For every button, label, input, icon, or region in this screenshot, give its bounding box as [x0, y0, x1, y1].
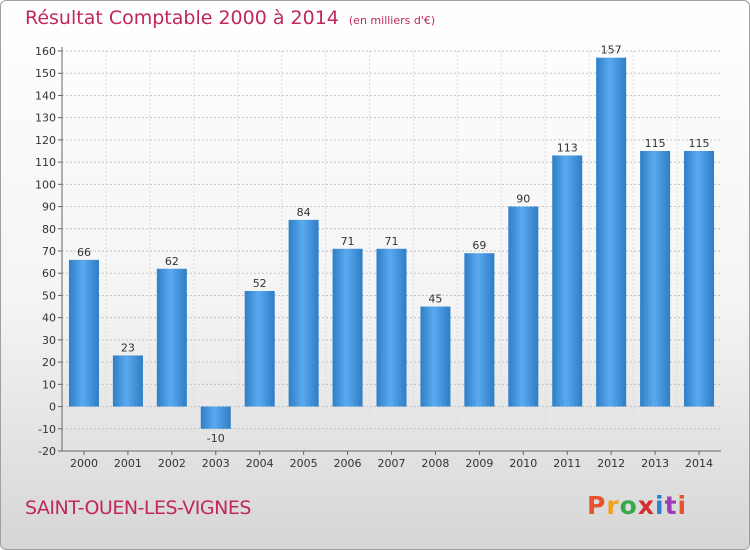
y-tick-label: 40	[42, 312, 56, 325]
logo-letter: t	[664, 491, 678, 520]
y-tick-label: -20	[38, 445, 56, 458]
data-label-2001: 23	[121, 341, 135, 354]
data-labels: 66 23 62 -10 52 84 71 71 45 69 90 113 157 115 115	[77, 44, 710, 445]
x-tick-label: 2010	[509, 457, 537, 470]
y-tick-label: 10	[42, 378, 56, 391]
bar-2011	[552, 155, 583, 407]
bar-2010	[508, 206, 539, 407]
data-label-2008: 45	[428, 293, 442, 306]
logo-letter: i	[655, 491, 665, 520]
chart-title-block: Résultat Comptable 2000 à 2014 (en millie…	[25, 7, 435, 29]
y-tick-label: 130	[35, 112, 56, 125]
y-tick-label: 50	[42, 289, 56, 302]
y-tick-label: 110	[35, 156, 56, 169]
y-tick-label: 20	[42, 356, 56, 369]
y-tick-label: 120	[35, 134, 56, 147]
data-label-2005: 84	[297, 206, 311, 219]
logo-letter: o	[619, 491, 638, 520]
bar-2002	[156, 268, 187, 407]
bar-2006	[332, 248, 363, 407]
x-tick-label: 2008	[421, 457, 449, 470]
bar-2004	[244, 291, 275, 407]
y-tick-label: 100	[35, 178, 56, 191]
y-tick-label: 80	[42, 223, 56, 236]
logo-letter: i	[677, 491, 688, 520]
data-label-2011: 113	[557, 141, 578, 154]
y-tick-label: 30	[42, 334, 56, 347]
y-tick-label: 140	[35, 89, 56, 102]
bar-2007	[376, 248, 407, 407]
bar-2012	[596, 57, 627, 407]
x-tick-label: 2012	[597, 457, 625, 470]
x-tick-label: 2002	[158, 457, 186, 470]
x-tick-label: 2001	[114, 457, 142, 470]
x-tick-label: 2013	[641, 457, 669, 470]
bar-2005	[288, 219, 319, 407]
bar-2001	[112, 355, 143, 407]
chart-subtitle: (en milliers d'€)	[348, 14, 436, 27]
data-label-2006: 71	[341, 235, 355, 248]
y-tick-label: 160	[35, 45, 56, 58]
chart-title: Résultat Comptable 2000 à 2014	[25, 7, 339, 29]
y-tick-label: -10	[38, 423, 56, 436]
y-tick-label: 60	[42, 267, 56, 280]
data-label-2007: 71	[385, 235, 399, 248]
data-label-2013: 115	[645, 137, 666, 150]
bar-2000	[68, 259, 99, 407]
y-tick-label: 90	[42, 201, 56, 214]
bar-2013	[640, 151, 671, 407]
y-tick-label: 0	[49, 401, 56, 414]
bar-2014	[684, 151, 715, 407]
x-tick-label: 2007	[378, 457, 406, 470]
data-label-2004: 52	[253, 277, 267, 290]
data-label-2003: -10	[207, 432, 225, 445]
commune-name: SAINT-OUEN-LES-VIGNES	[25, 497, 251, 519]
x-tick-label: 2011	[553, 457, 581, 470]
data-label-2010: 90	[516, 193, 530, 206]
bar-2008	[420, 306, 451, 407]
y-tick-label: 70	[42, 245, 56, 258]
bar-2009	[464, 253, 495, 407]
bars	[68, 57, 715, 429]
data-label-2012: 157	[601, 44, 622, 57]
x-tick-label: 2003	[202, 457, 230, 470]
x-tick-label: 2006	[334, 457, 362, 470]
x-tick-label: 2000	[70, 457, 98, 470]
x-tick-label: 2014	[685, 457, 713, 470]
x-tick-label: 2004	[246, 457, 274, 470]
data-label-2002: 62	[165, 255, 179, 268]
x-tick-label: 2005	[290, 457, 318, 470]
logo-letter: P	[587, 491, 607, 520]
logo-letter: r	[606, 491, 620, 520]
axes: -20 -10 0 10 20 30 40 50 60 70 80 90 100 110 120 130 140…	[35, 45, 721, 470]
data-label-2014: 115	[689, 137, 710, 150]
x-tick-label: 2009	[465, 457, 493, 470]
data-label-2000: 66	[77, 246, 91, 259]
data-label-2009: 69	[472, 239, 486, 252]
logo-letter: x	[637, 491, 655, 520]
proxiti-logo: Proxiti	[587, 491, 687, 520]
bar-2003	[200, 406, 231, 429]
y-tick-label: 150	[35, 67, 56, 80]
